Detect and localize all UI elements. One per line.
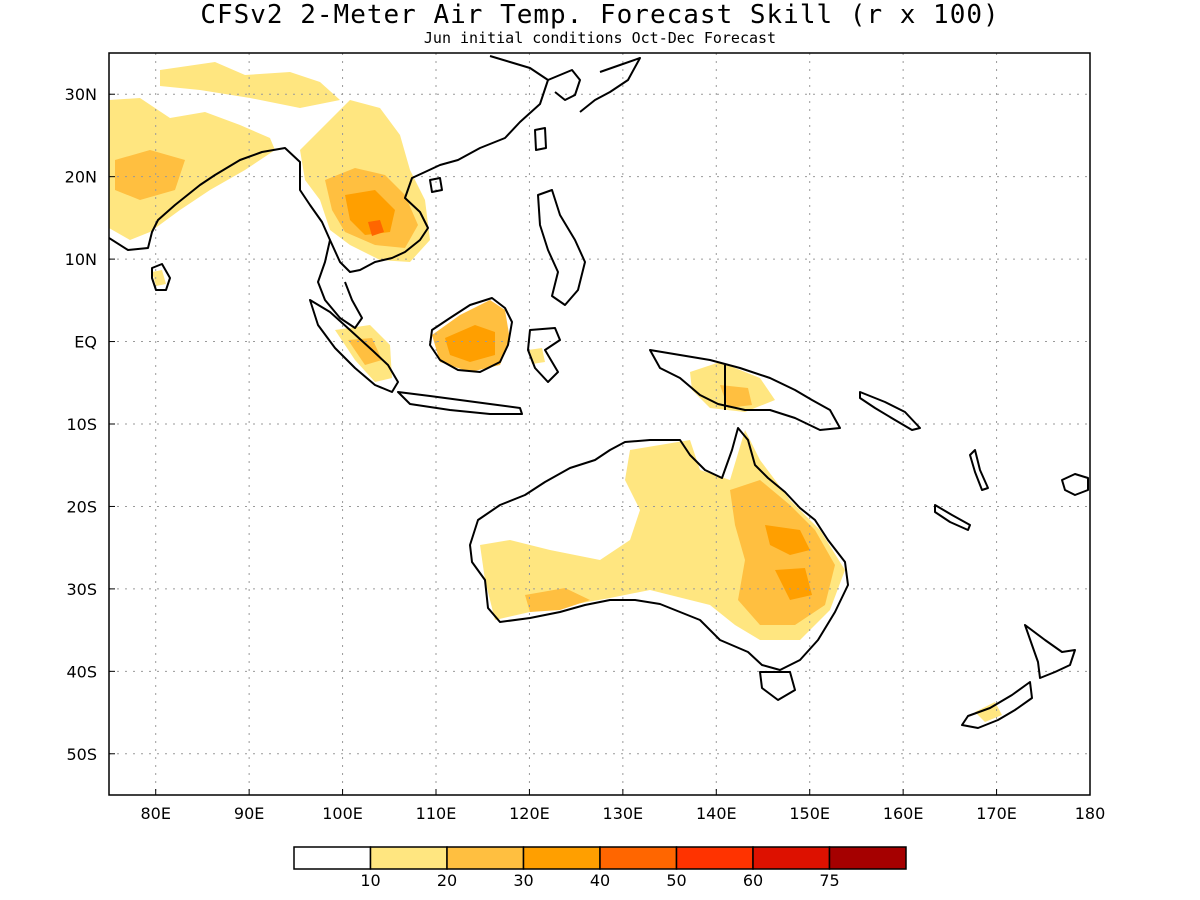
color-bar-swatch <box>522 846 601 870</box>
lon-tick-label: 80E <box>140 804 170 823</box>
skill-region-sri-lanka <box>152 270 166 286</box>
skill-region-new-zealand <box>975 702 1002 722</box>
lat-tick-label: 50S <box>66 745 97 764</box>
lat-tick-label: 10S <box>66 415 97 434</box>
lon-tick-label: 130E <box>603 804 644 823</box>
color-bar-label: 50 <box>666 871 686 890</box>
coastline-australia <box>469 427 849 671</box>
color-bar-swatch <box>675 846 754 870</box>
skill-region-indochina-peak <box>368 220 384 236</box>
lat-tick-label: 40S <box>66 662 97 681</box>
coastline-sri-lanka <box>151 263 171 291</box>
skill-region-tibet <box>160 62 340 108</box>
lat-tick-label: EQ <box>74 333 97 352</box>
coastline-korea <box>547 69 581 101</box>
skill-region-new-guinea-high <box>720 385 752 408</box>
coastline-fiji <box>1061 473 1089 496</box>
coastlines <box>109 55 1089 729</box>
skill-region-australia-east-high-2 <box>775 568 812 600</box>
color-bar-swatch <box>752 846 831 870</box>
skill-region-indochina-core <box>345 190 395 235</box>
color-bar-swatch <box>599 846 678 870</box>
coastline-tasmania <box>759 671 796 701</box>
coastline-sulawesi <box>527 327 561 383</box>
skill-shading <box>109 62 1002 722</box>
axis-ticks: 80E 90E 100E 110E 120E 130E 140E 150E 160E 170E 18… <box>65 85 1106 823</box>
coastline-asia-mainland <box>109 55 549 273</box>
coastline-nz-south <box>961 681 1033 729</box>
lon-tick-label: 140E <box>696 804 737 823</box>
lat-tick-label: 20S <box>66 497 97 516</box>
skill-region-australia-east-high <box>765 525 810 555</box>
color-bar-swatch <box>293 846 372 870</box>
skill-region-borneo-high <box>445 325 495 362</box>
coastline-new-caledonia <box>934 504 971 531</box>
lon-tick-label: 110E <box>416 804 457 823</box>
color-bar-label: 75 <box>819 871 839 890</box>
color-bar-swatch <box>828 846 907 870</box>
color-bar-label: 10 <box>360 871 380 890</box>
coastline-taiwan <box>534 127 547 151</box>
coastline-vanuatu <box>969 449 989 491</box>
lon-tick-label: 160E <box>883 804 924 823</box>
coastline-sumatra <box>309 299 399 393</box>
lat-tick-label: 10N <box>65 250 97 269</box>
coastline-borneo <box>429 297 513 373</box>
skill-region-south-asia <box>109 98 275 240</box>
lon-tick-label: 90E <box>234 804 264 823</box>
color-bar: 10 20 30 40 50 60 75 <box>293 846 907 890</box>
lat-tick-label: 20N <box>65 168 97 187</box>
lat-tick-label: 30S <box>66 580 97 599</box>
coastline-new-guinea <box>649 349 841 431</box>
lat-tick-label: 30N <box>65 85 97 104</box>
color-bar-swatch <box>446 846 525 870</box>
color-bar-label: 30 <box>513 871 533 890</box>
lon-tick-label: 150E <box>789 804 830 823</box>
coastline-japan <box>579 57 641 113</box>
map-title: CFSv2 2-Meter Air Temp. Forecast Skill (… <box>200 0 1000 30</box>
map-gridlines <box>109 53 1090 795</box>
coastline-malay-peninsula <box>317 239 363 329</box>
color-bar-label: 40 <box>590 871 610 890</box>
skill-region-sumatra-high <box>348 338 382 365</box>
lon-tick-label: 180 <box>1075 804 1106 823</box>
skill-region-australia-west <box>525 588 590 612</box>
coastline-solomon <box>859 391 921 431</box>
coastline-java <box>397 391 523 415</box>
coastline-philippines <box>537 189 586 306</box>
coastline-nz-north <box>1024 624 1076 679</box>
color-bar-label: 20 <box>437 871 457 890</box>
map-subtitle: Jun initial conditions Oct-Dec Forecast <box>423 29 777 47</box>
lon-tick-label: 100E <box>322 804 363 823</box>
skill-region-south-asia-high <box>115 150 185 200</box>
color-bar-label: 60 <box>743 871 763 890</box>
lon-tick-label: 170E <box>976 804 1017 823</box>
lon-tick-label: 120E <box>509 804 550 823</box>
color-bar-swatch <box>369 846 448 870</box>
coastline-hainan <box>429 177 443 193</box>
